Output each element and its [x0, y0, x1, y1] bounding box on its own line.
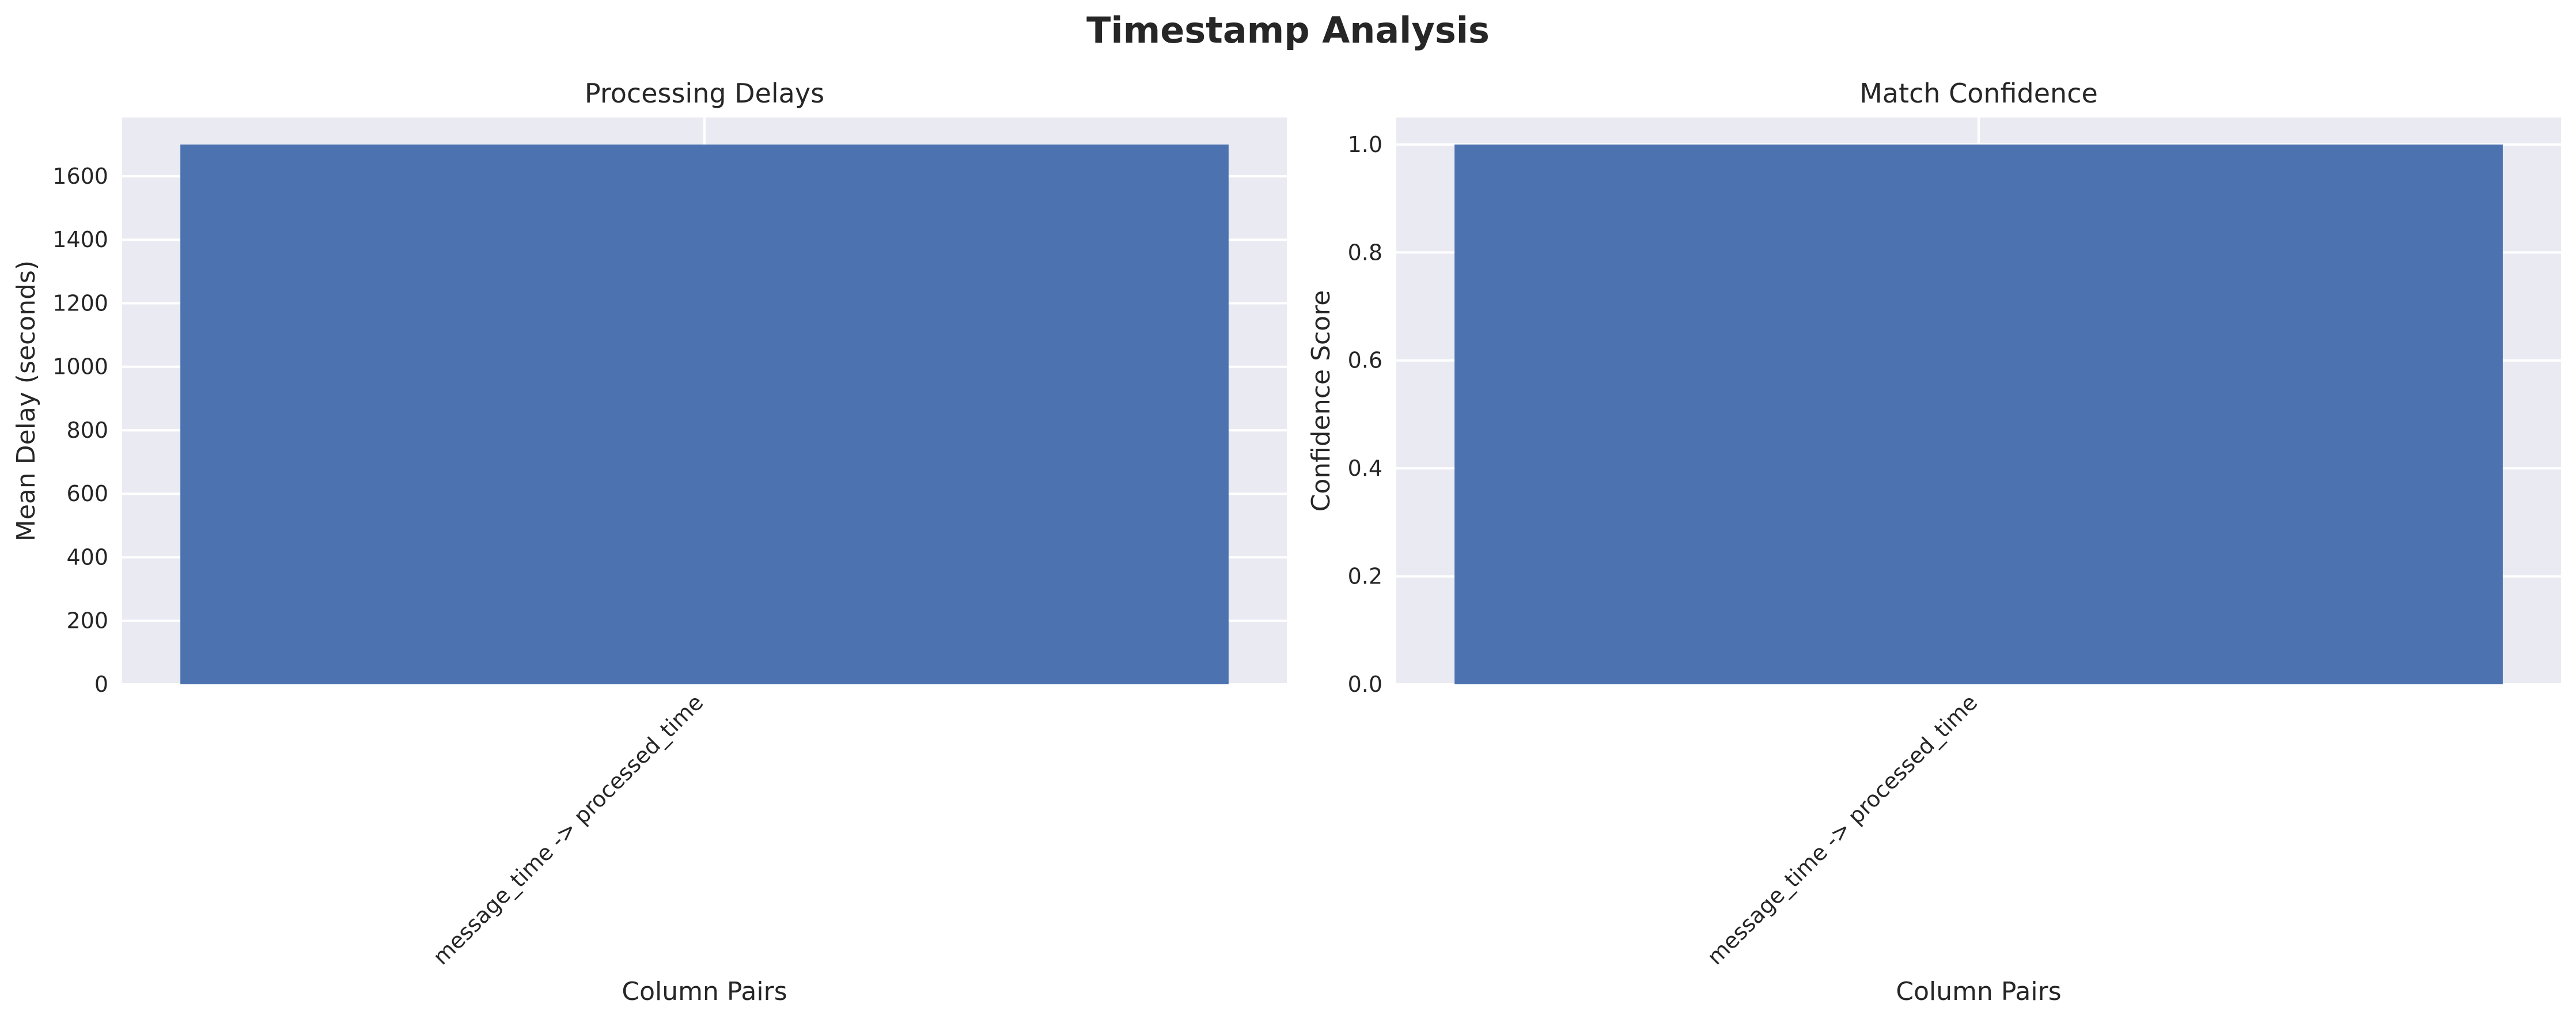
y-tick-label: 1000 [52, 354, 108, 380]
y-tick-label: 1.0 [1348, 132, 1382, 157]
y-tick-label: 800 [66, 418, 108, 443]
y-tick-label: 400 [66, 544, 108, 570]
y-tick-label: 600 [66, 481, 108, 506]
y-tick-label: 0.0 [1348, 672, 1382, 697]
chart-title: Match Confidence [1859, 78, 2098, 109]
y-axis-label: Confidence Score [1306, 290, 1336, 512]
chart-panel-1: 0 200 400 600 800 1000 1200 1400 1600 message_tim… [12, 78, 1287, 1006]
y-tick-label: 0.4 [1348, 456, 1382, 481]
x-tick-label: message_time -> processed_time [1702, 689, 1982, 969]
charts-layer: 0 200 400 600 800 1000 1200 1400 1600 message_tim… [12, 78, 2561, 1006]
x-axis-label: Column Pairs [1896, 977, 2061, 1006]
y-tick-label: 1600 [52, 164, 108, 189]
y-tick-label: 0.6 [1348, 348, 1382, 373]
y-tick-label: 1400 [52, 227, 108, 252]
y-tick-label: 0 [94, 672, 108, 697]
y-tick-label: 0.8 [1348, 240, 1382, 265]
chart-title: Processing Delays [585, 78, 824, 109]
y-tick-label: 200 [66, 608, 108, 634]
bar [1454, 144, 2503, 684]
y-tick-label: 0.2 [1348, 564, 1382, 589]
x-axis-label: Column Pairs [622, 977, 787, 1006]
bar [180, 144, 1229, 684]
y-axis-label: Mean Delay (seconds) [12, 260, 41, 541]
y-tick-label: 1200 [52, 290, 108, 316]
x-tick-label: message_time -> processed_time [428, 689, 708, 969]
chart-panel-2: 0.0 0.2 0.4 0.6 0.8 1.0 message_time -> proces… [1306, 78, 2561, 1006]
figure-title: Timestamp Analysis [1086, 9, 1490, 51]
